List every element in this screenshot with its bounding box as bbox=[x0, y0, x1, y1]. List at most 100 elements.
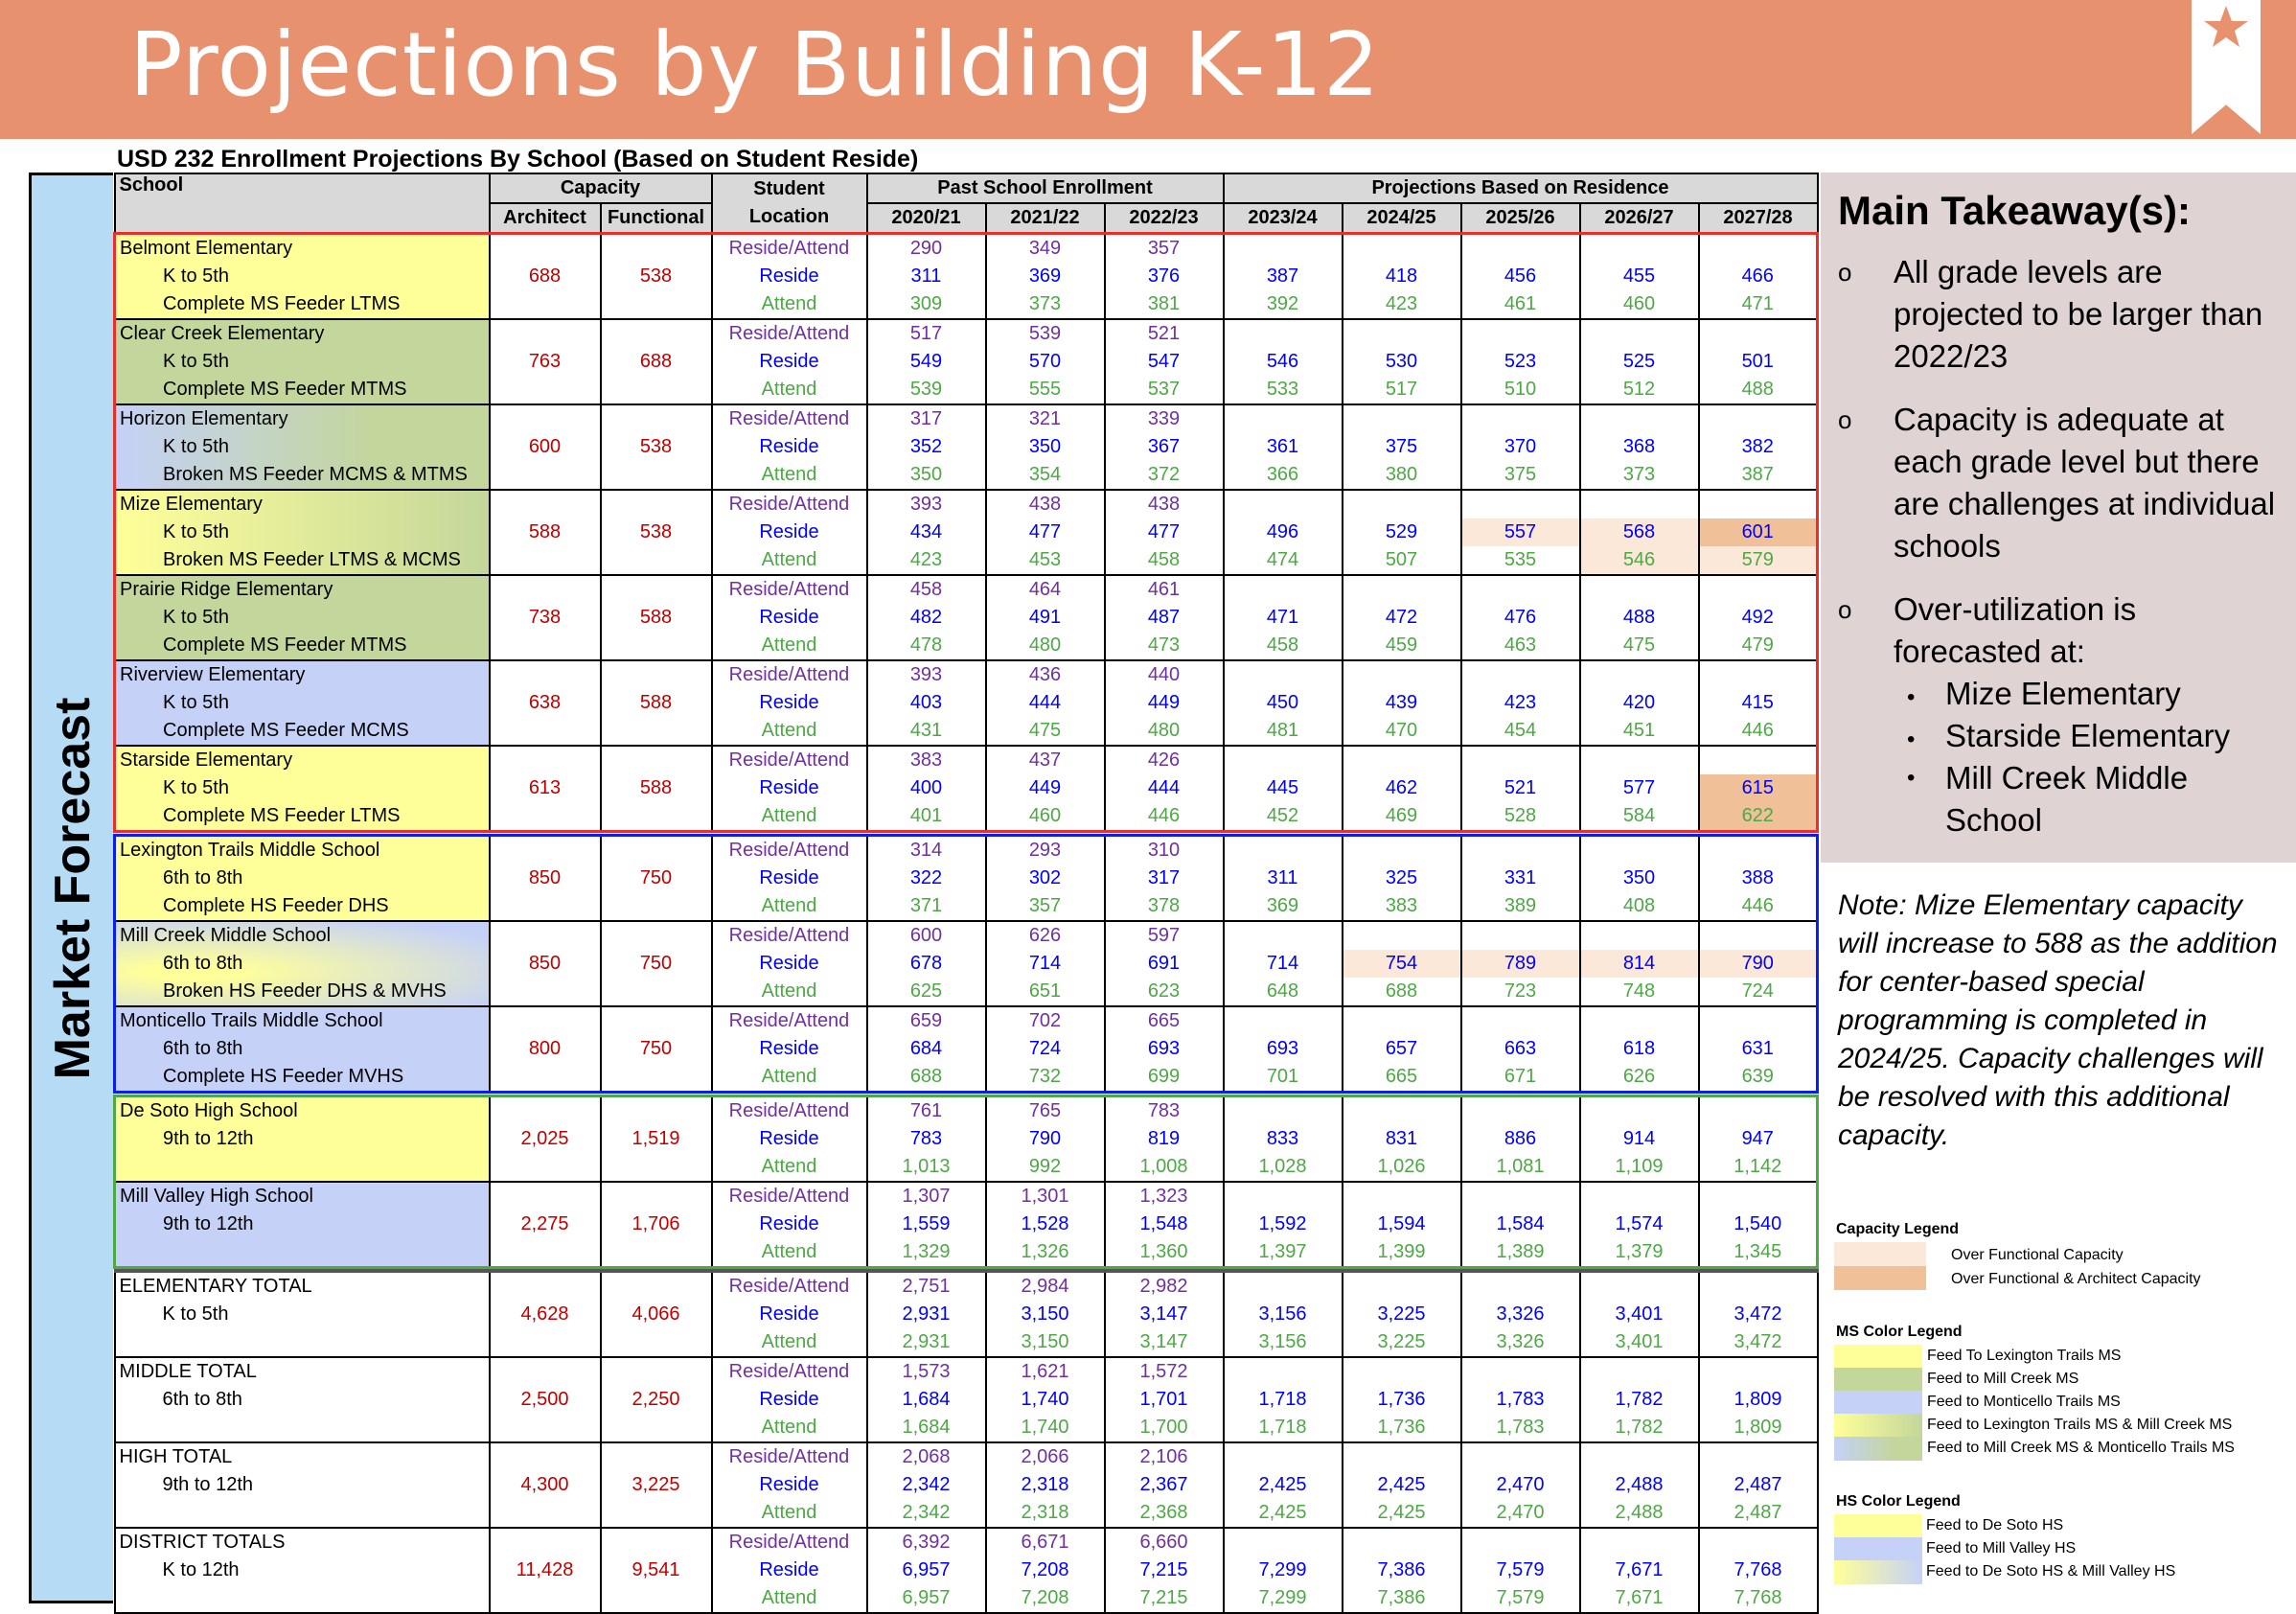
projection-cell: 618 626 bbox=[1578, 1004, 1700, 1093]
legend-swatch bbox=[1834, 1437, 1922, 1461]
attend-value: 2,368 bbox=[1139, 1502, 1188, 1523]
projected-attend: 1,345 bbox=[1733, 1240, 1782, 1262]
hs-legend-title: HS Color Legend bbox=[1836, 1493, 1961, 1510]
reside-attend-value: 440 bbox=[1147, 663, 1181, 685]
location-cell: Reside/Attend Reside Attend bbox=[710, 317, 868, 405]
functional-capacity: 2,250 bbox=[599, 1356, 713, 1443]
projected-attend: 452 bbox=[1266, 804, 1299, 826]
table-row: DISTRICT TOTALS K to 12th 11,428 9,541 Resid… bbox=[113, 1527, 1819, 1614]
blank-line bbox=[1581, 1273, 1698, 1301]
reside-value: 2,342 bbox=[902, 1474, 951, 1495]
projected-attend: 1,809 bbox=[1733, 1417, 1782, 1438]
projected-attend: 446 bbox=[1741, 719, 1774, 741]
school-name: ELEMENTARY TOTAL bbox=[119, 1276, 312, 1297]
past-enrollment-cell: 393 403 431 bbox=[865, 658, 987, 747]
school-cell: Clear Creek Elementary K to 5th Complete M… bbox=[113, 317, 491, 405]
label-attend: Attend bbox=[761, 894, 817, 916]
projected-attend: 454 bbox=[1504, 719, 1537, 741]
table-subtitle: USD 232 Enrollment Projections By School… bbox=[117, 146, 919, 173]
attend-value: 651 bbox=[1028, 980, 1062, 1002]
past-enrollment-cell: 310 317 378 bbox=[1103, 834, 1225, 922]
blank-line bbox=[1225, 1358, 1342, 1386]
blank-line bbox=[1462, 747, 1579, 774]
page-title: Projections by Building K-12 bbox=[129, 13, 1381, 116]
past-enrollment-cell: 317 352 350 bbox=[865, 403, 987, 491]
projection-cell: 488 475 bbox=[1578, 573, 1700, 661]
projected-reside: 445 bbox=[1266, 776, 1299, 798]
past-enrollment-cell: 1,307 1,559 1,329 bbox=[865, 1180, 987, 1268]
reside-value: 1,548 bbox=[1139, 1212, 1188, 1234]
location-cell: Reside/Attend Reside Attend bbox=[710, 232, 868, 320]
projection-cell: 714 648 bbox=[1222, 919, 1343, 1007]
projection-cell: 1,584 1,389 bbox=[1459, 1180, 1581, 1268]
past-enrollment-cell: 2,106 2,367 2,368 bbox=[1103, 1441, 1225, 1529]
projection-cell: 790 724 bbox=[1697, 919, 1819, 1007]
projected-attend: 369 bbox=[1266, 894, 1299, 916]
blank-line bbox=[1700, 1529, 1817, 1556]
reside-value: 444 bbox=[1147, 776, 1181, 798]
legend-label: Feed to Mill Valley HS bbox=[1926, 1540, 2077, 1556]
projected-attend: 517 bbox=[1385, 378, 1418, 400]
takeaway-item: o Over-utilization is forecasted at: bbox=[1838, 588, 2288, 673]
attend-value: 446 bbox=[1147, 804, 1181, 826]
school-feeder bbox=[120, 1414, 489, 1441]
reside-attend-value: 2,066 bbox=[1021, 1446, 1069, 1467]
reside-value: 684 bbox=[909, 1037, 943, 1059]
blank-line bbox=[1225, 661, 1342, 689]
past-enrollment-cell: 464 491 480 bbox=[984, 573, 1106, 661]
school-cell: ELEMENTARY TOTAL K to 5th bbox=[113, 1270, 491, 1358]
attend-value: 309 bbox=[909, 292, 943, 314]
past-enrollment-cell: 521 547 537 bbox=[1103, 317, 1225, 405]
reside-attend-value: 383 bbox=[909, 749, 943, 771]
school-feeder: Complete MS Feeder LTMS bbox=[163, 292, 401, 314]
projected-reside: 714 bbox=[1266, 952, 1299, 974]
school-grades: K to 5th bbox=[162, 1303, 229, 1325]
reside-value: 317 bbox=[1147, 866, 1181, 888]
projected-attend: 626 bbox=[1622, 1065, 1656, 1087]
legend-label: Over Functional Capacity bbox=[1951, 1247, 2124, 1263]
blank-line bbox=[1343, 576, 1460, 604]
reside-value: 434 bbox=[909, 520, 943, 542]
blank-line bbox=[1343, 1007, 1460, 1035]
blank-line bbox=[1462, 1529, 1579, 1556]
label-reside: Reside bbox=[759, 265, 819, 287]
blank-line bbox=[1581, 1183, 1698, 1210]
capacity-legend-title: Capacity Legend bbox=[1836, 1221, 1960, 1237]
attend-value: 381 bbox=[1147, 292, 1181, 314]
projected-attend: 3,326 bbox=[1496, 1331, 1545, 1352]
reside-value: 819 bbox=[1147, 1127, 1181, 1149]
reside-attend-value: 461 bbox=[1147, 578, 1181, 600]
architect-capacity: 2,500 bbox=[488, 1356, 602, 1443]
table-row: Mize Elementary K to 5th Broken MS Feeder … bbox=[113, 488, 1819, 576]
attend-value: 1,740 bbox=[1021, 1417, 1069, 1438]
projected-reside: 2,470 bbox=[1496, 1474, 1545, 1495]
reside-attend-value: 293 bbox=[1028, 839, 1062, 861]
projected-attend: 366 bbox=[1266, 463, 1299, 485]
projected-attend: 507 bbox=[1385, 548, 1418, 570]
table-row: HIGH TOTAL 9th to 12th 4,300 3,225 Reside/At… bbox=[113, 1441, 1819, 1529]
projected-attend: 528 bbox=[1504, 804, 1537, 826]
table-row: ELEMENTARY TOTAL K to 5th 4,628 4,066 Reside… bbox=[113, 1270, 1819, 1358]
reside-value: 491 bbox=[1028, 606, 1062, 628]
blank-line bbox=[1462, 1273, 1579, 1301]
reside-value: 1,701 bbox=[1139, 1389, 1188, 1410]
blank-line bbox=[1700, 747, 1817, 774]
location-cell: Reside/Attend Reside Attend bbox=[710, 573, 868, 661]
attend-value: 2,931 bbox=[902, 1331, 951, 1352]
attend-value: 555 bbox=[1028, 378, 1062, 400]
past-enrollment-cell: 1,323 1,548 1,360 bbox=[1103, 1180, 1225, 1268]
past-enrollment-cell: 659 684 688 bbox=[865, 1004, 987, 1093]
table-row: Lexington Trails Middle School 6th to 8th… bbox=[113, 834, 1819, 922]
projected-attend: 622 bbox=[1699, 801, 1816, 830]
projection-cell: 450 481 bbox=[1222, 658, 1343, 747]
projected-reside: 1,574 bbox=[1615, 1212, 1664, 1234]
projection-cell: 2,470 2,470 bbox=[1459, 1441, 1581, 1529]
reside-attend-value: 6,660 bbox=[1139, 1532, 1188, 1553]
label-reside: Reside bbox=[759, 952, 819, 974]
bullet-marker: o bbox=[1838, 405, 1852, 434]
blank-line bbox=[1225, 576, 1342, 604]
functional-capacity: 1,706 bbox=[599, 1180, 713, 1268]
projected-reside: 693 bbox=[1266, 1037, 1299, 1059]
projected-attend: 3,156 bbox=[1258, 1331, 1307, 1352]
architect-capacity: 688 bbox=[488, 232, 602, 320]
